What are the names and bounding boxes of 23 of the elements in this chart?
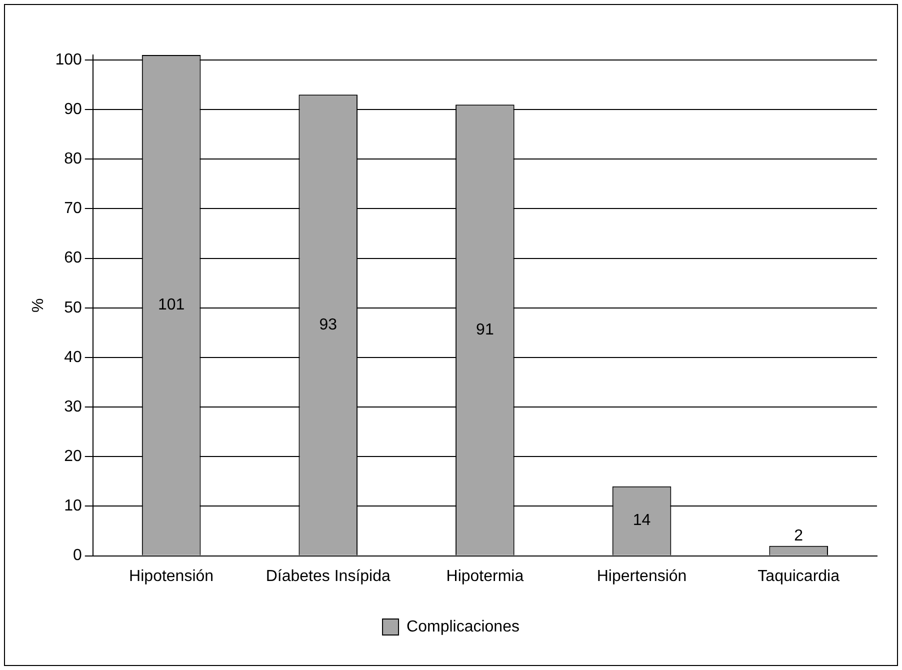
x-tick-label: Taquicardia [758, 568, 840, 585]
data-label: 2 [794, 527, 804, 544]
y-tick-label: 30 [64, 398, 82, 416]
data-label: 14 [632, 512, 651, 530]
x-tick-label: Díabetes Insípida [266, 568, 390, 585]
x-tick-label: Hipertensión [596, 568, 687, 585]
y-tick-label: 20 [64, 448, 82, 466]
y-tick-label: 40 [64, 348, 82, 366]
y-tick-label: 0 [72, 547, 82, 564]
data-label: 93 [319, 316, 338, 334]
y-tick-label: 70 [64, 200, 82, 218]
y-tick-label: 100 [55, 51, 82, 68]
y-tick-label: 60 [64, 250, 82, 267]
y-tick-label: 10 [64, 498, 82, 515]
x-tick-label: Hipotensión [129, 568, 214, 585]
legend-label: Complicaciones [406, 618, 520, 636]
y-tick-label: 90 [64, 100, 82, 118]
y-tick-label: 80 [64, 150, 82, 168]
y-tick-label: 50 [64, 299, 82, 316]
data-label: 91 [476, 321, 494, 338]
y-axis-title: % [30, 298, 48, 313]
x-tick-label: Hipotermia [446, 568, 524, 585]
data-label: 101 [158, 296, 185, 314]
